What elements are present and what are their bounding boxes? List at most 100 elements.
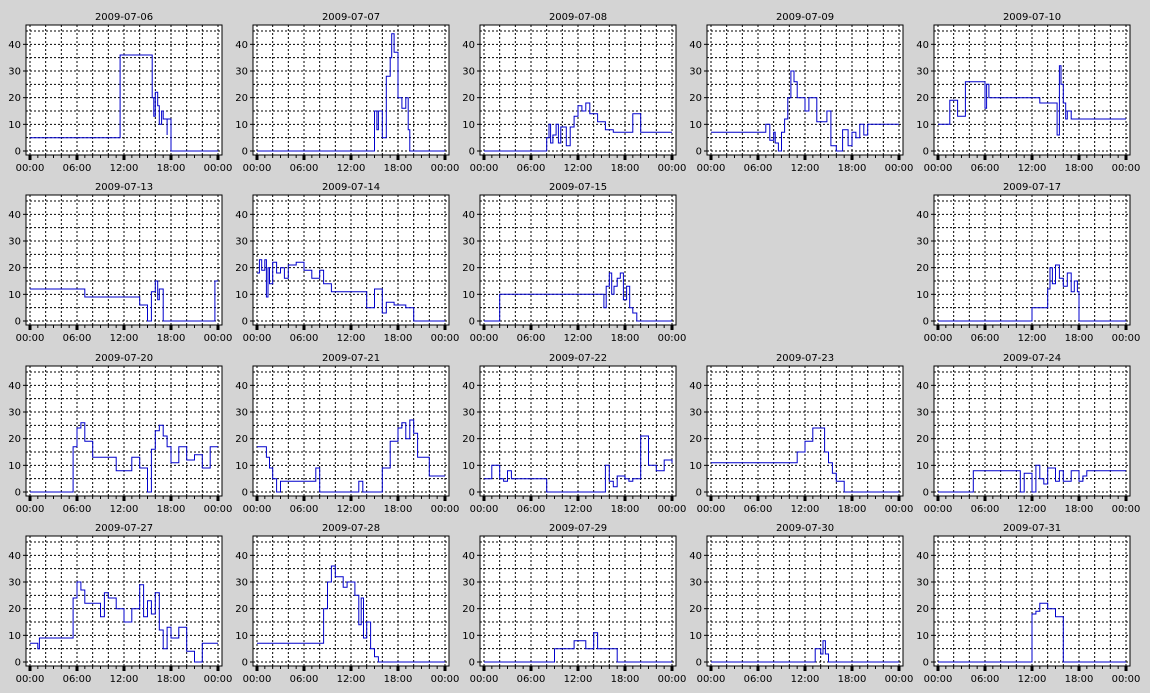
x-tick-label: 00:00 [885, 504, 914, 515]
y-tick-label: 0 [15, 658, 21, 669]
x-major-tick [897, 155, 901, 160]
y-tick-label: 20 [235, 604, 248, 615]
y-tick-label: 20 [8, 263, 21, 274]
y-tick-label: 30 [916, 237, 929, 248]
chart-title: 2009-07-30 [776, 523, 834, 534]
x-tick-label: 06:00 [517, 504, 546, 515]
x-tick-label: 00:00 [1112, 674, 1141, 685]
y-tick-label: 30 [235, 578, 248, 589]
chart-title: 2009-07-31 [1003, 523, 1061, 534]
y-tick-label: 30 [462, 578, 475, 589]
series-line [711, 70, 899, 152]
y-tick-label: 0 [242, 147, 248, 158]
x-tick-label: 18:00 [157, 674, 186, 685]
x-major-tick [1077, 496, 1081, 501]
x-tick-label: 00:00 [431, 333, 460, 344]
x-major-tick [349, 496, 353, 501]
y-tick-label: 20 [235, 434, 248, 445]
x-tick-label: 06:00 [744, 504, 773, 515]
chart-title: 2009-07-14 [322, 182, 380, 193]
x-tick-label: 00:00 [243, 674, 272, 685]
chart-title: 2009-07-15 [549, 182, 607, 193]
x-major-tick [28, 155, 32, 160]
y-tick-label: 20 [462, 263, 475, 274]
x-tick-label: 06:00 [63, 333, 92, 344]
y-tick-label: 10 [462, 461, 475, 472]
y-tick-label: 20 [689, 604, 702, 615]
x-tick-label: 18:00 [611, 504, 640, 515]
y-tick-label: 20 [235, 263, 248, 274]
x-tick-label: 12:00 [564, 674, 593, 685]
x-major-tick [623, 155, 627, 160]
x-major-tick [529, 325, 533, 330]
x-major-tick [709, 155, 713, 160]
y-tick-label: 30 [462, 237, 475, 248]
x-tick-label: 00:00 [470, 674, 499, 685]
x-tick-label: 18:00 [384, 504, 413, 515]
y-tick-label: 20 [462, 93, 475, 104]
y-tick-label: 40 [235, 210, 248, 221]
y-tick-label: 20 [8, 434, 21, 445]
x-major-tick [623, 496, 627, 501]
y-tick-label: 20 [462, 434, 475, 445]
x-tick-label: 12:00 [1018, 333, 1047, 344]
x-major-tick [216, 666, 220, 671]
x-major-tick [443, 496, 447, 501]
x-major-tick [1030, 496, 1034, 501]
y-tick-label: 0 [923, 317, 929, 328]
x-major-tick [1030, 666, 1034, 671]
y-tick-label: 10 [8, 461, 21, 472]
x-tick-label: 06:00 [517, 163, 546, 174]
y-tick-label: 30 [8, 408, 21, 419]
y-tick-label: 30 [235, 67, 248, 78]
x-major-tick [302, 496, 306, 501]
x-major-tick [983, 666, 987, 671]
y-tick-label: 10 [689, 461, 702, 472]
y-tick-label: 30 [8, 67, 21, 78]
chart-panel: 2009-07-23 0 10 20 30 40 00:00 06:00 12:00 18:00 0… [689, 353, 913, 515]
x-tick-label: 18:00 [838, 163, 867, 174]
y-tick-label: 30 [689, 67, 702, 78]
chart-title: 2009-07-27 [95, 523, 153, 534]
chart-panel: 2009-07-07 0 10 20 30 40 00:00 06:00 12:00 18:00 0… [235, 12, 459, 174]
chart-panel: 2009-07-27 0 10 20 30 40 00:00 06:00 12:00 18:00 0… [8, 523, 232, 685]
y-tick-label: 40 [8, 381, 21, 392]
x-tick-label: 06:00 [971, 163, 1000, 174]
y-tick-label: 10 [916, 631, 929, 642]
x-major-tick [302, 155, 306, 160]
x-major-tick [936, 325, 940, 330]
x-major-tick [850, 666, 854, 671]
y-tick-label: 0 [696, 658, 702, 669]
y-tick-label: 30 [235, 408, 248, 419]
x-major-tick [897, 666, 901, 671]
x-major-tick [529, 666, 533, 671]
x-major-tick [122, 155, 126, 160]
x-tick-label: 00:00 [204, 504, 233, 515]
series-line [938, 264, 1126, 322]
x-major-tick [75, 666, 79, 671]
chart-title: 2009-07-08 [549, 12, 607, 23]
x-major-tick [576, 666, 580, 671]
x-tick-label: 12:00 [564, 333, 593, 344]
y-tick-label: 40 [462, 210, 475, 221]
x-major-tick [396, 496, 400, 501]
chart-title: 2009-07-23 [776, 353, 834, 364]
y-tick-label: 40 [235, 551, 248, 562]
x-major-tick [482, 666, 486, 671]
chart-panel: 2009-07-10 0 10 20 30 40 00:00 06:00 12:00 18:00 0… [916, 12, 1140, 174]
y-tick-label: 0 [469, 317, 475, 328]
x-tick-label: 18:00 [384, 674, 413, 685]
x-tick-label: 12:00 [110, 163, 139, 174]
y-tick-label: 0 [469, 658, 475, 669]
x-major-tick [349, 325, 353, 330]
x-major-tick [1124, 155, 1128, 160]
y-tick-label: 30 [462, 67, 475, 78]
x-tick-label: 00:00 [243, 333, 272, 344]
x-tick-label: 06:00 [290, 674, 319, 685]
chart-panel: 2009-07-08 0 10 20 30 40 00:00 06:00 12:00 18:00 0… [462, 12, 686, 174]
x-tick-label: 00:00 [204, 674, 233, 685]
x-tick-label: 06:00 [290, 504, 319, 515]
x-major-tick [983, 155, 987, 160]
y-tick-label: 10 [916, 461, 929, 472]
x-tick-label: 00:00 [243, 163, 272, 174]
